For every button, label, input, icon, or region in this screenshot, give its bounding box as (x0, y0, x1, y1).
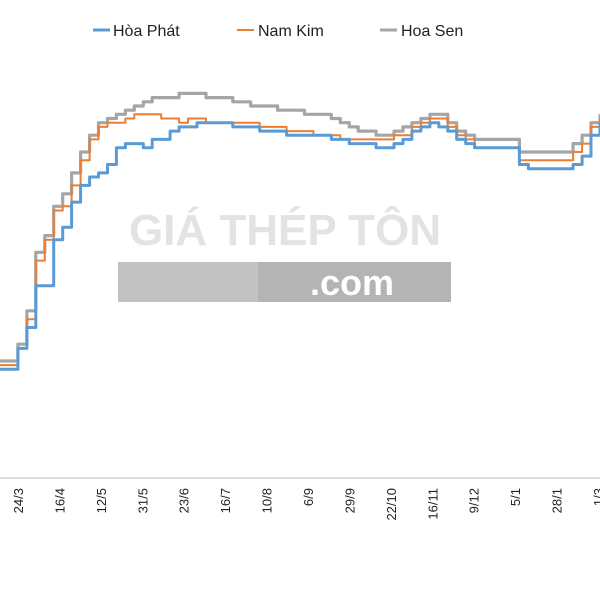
watermark-line2: .com (310, 262, 394, 303)
x-tick-label: 9/12 (467, 488, 482, 513)
watermark: GIÁ THÉP TÔN .com (118, 204, 451, 303)
legend-item-hoa-phat: Hòa Phát (93, 23, 180, 40)
x-tick-label: 16/4 (52, 488, 67, 513)
x-tick-label: 22/10 (384, 488, 399, 521)
x-tick-label: 24/3 (11, 488, 26, 513)
series-layer (0, 91, 600, 371)
legend: Hòa Phát Nam Kim Hoa Sen (93, 23, 463, 40)
legend-item-hoa-sen: Hoa Sen (380, 23, 463, 40)
watermark-band-block (258, 262, 451, 302)
x-tick-label: 10/8 (260, 488, 275, 513)
legend-label-hoa-sen: Hoa Sen (401, 23, 463, 40)
x-tick-label: 16/11 (425, 488, 440, 520)
legend-item-nam-kim: Nam Kim (237, 23, 324, 40)
x-tick-label: 28/1 (550, 488, 565, 513)
x-tick-label: 29/9 (342, 488, 357, 513)
x-tick-label: 5/1 (508, 488, 523, 506)
x-tick-label: 16/7 (218, 488, 233, 513)
series-line-hòa-phát (0, 121, 600, 371)
x-tick-label: 23/6 (177, 488, 192, 513)
x-tick-label: 1/3 (591, 488, 600, 506)
legend-label-hoa-phat: Hòa Phát (113, 23, 180, 40)
x-tick-label: 12/5 (94, 488, 109, 513)
x-tick-labels: 24/3 16/4 12/5 31/5 23/6 16/7 10/8 6/9 29/9 22/10… (11, 488, 600, 521)
legend-label-nam-kim: Nam Kim (258, 23, 324, 40)
x-tick-label: 6/9 (301, 488, 316, 506)
x-tick-label: 31/5 (135, 488, 150, 513)
watermark-line1: GIÁ THÉP TÔN (129, 204, 441, 255)
